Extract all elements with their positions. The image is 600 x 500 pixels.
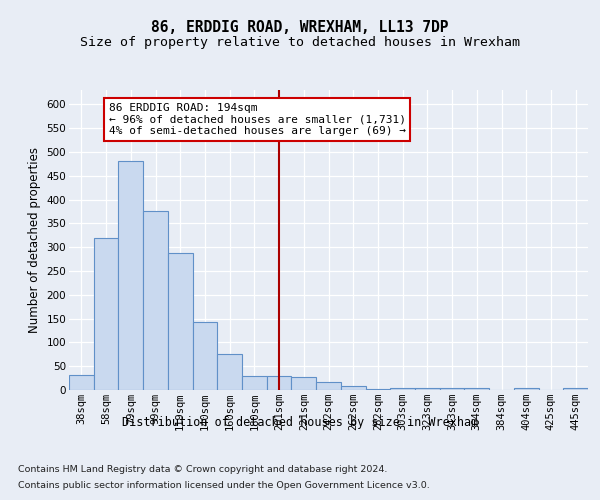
- Text: Distribution of detached houses by size in Wrexham: Distribution of detached houses by size …: [122, 416, 478, 429]
- Bar: [267, 376, 292, 390]
- Bar: [118, 162, 143, 390]
- Bar: [464, 388, 489, 390]
- Text: Contains public sector information licensed under the Open Government Licence v3: Contains public sector information licen…: [18, 482, 430, 490]
- Bar: [217, 354, 242, 390]
- Bar: [143, 212, 168, 390]
- Bar: [168, 253, 193, 390]
- Bar: [193, 322, 217, 390]
- Bar: [563, 388, 588, 390]
- Text: Contains HM Land Registry data © Crown copyright and database right 2024.: Contains HM Land Registry data © Crown c…: [18, 464, 388, 473]
- Bar: [440, 388, 464, 390]
- Bar: [292, 377, 316, 390]
- Bar: [390, 388, 415, 390]
- Bar: [242, 376, 267, 390]
- Text: 86, ERDDIG ROAD, WREXHAM, LL13 7DP: 86, ERDDIG ROAD, WREXHAM, LL13 7DP: [151, 20, 449, 35]
- Bar: [94, 238, 118, 390]
- Y-axis label: Number of detached properties: Number of detached properties: [28, 147, 41, 333]
- Text: 86 ERDDIG ROAD: 194sqm
← 96% of detached houses are smaller (1,731)
4% of semi-d: 86 ERDDIG ROAD: 194sqm ← 96% of detached…: [109, 103, 406, 136]
- Bar: [415, 388, 440, 390]
- Bar: [365, 388, 390, 390]
- Bar: [69, 375, 94, 390]
- Bar: [316, 382, 341, 390]
- Bar: [341, 386, 365, 390]
- Bar: [514, 388, 539, 390]
- Text: Size of property relative to detached houses in Wrexham: Size of property relative to detached ho…: [80, 36, 520, 49]
